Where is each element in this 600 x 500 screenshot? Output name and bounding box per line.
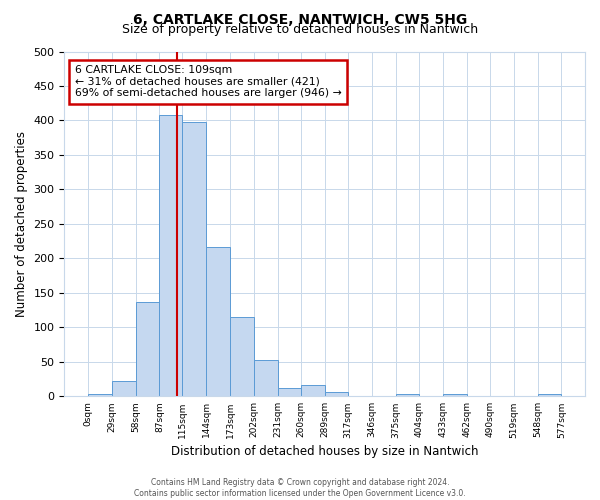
Bar	[278, 388, 301, 396]
Bar	[443, 394, 467, 396]
Text: Contains HM Land Registry data © Crown copyright and database right 2024.
Contai: Contains HM Land Registry data © Crown c…	[134, 478, 466, 498]
Bar	[160, 115, 182, 396]
Bar	[206, 246, 230, 396]
Bar	[182, 122, 206, 396]
Bar	[88, 394, 112, 396]
Bar	[112, 381, 136, 396]
Y-axis label: Number of detached properties: Number of detached properties	[15, 131, 28, 317]
Bar	[254, 360, 278, 396]
Bar	[538, 394, 562, 396]
X-axis label: Distribution of detached houses by size in Nantwich: Distribution of detached houses by size …	[171, 444, 478, 458]
Text: Size of property relative to detached houses in Nantwich: Size of property relative to detached ho…	[122, 22, 478, 36]
Text: 6 CARTLAKE CLOSE: 109sqm
← 31% of detached houses are smaller (421)
69% of semi-: 6 CARTLAKE CLOSE: 109sqm ← 31% of detach…	[75, 66, 341, 98]
Bar	[395, 394, 419, 396]
Bar	[136, 302, 160, 396]
Text: 6, CARTLAKE CLOSE, NANTWICH, CW5 5HG: 6, CARTLAKE CLOSE, NANTWICH, CW5 5HG	[133, 12, 467, 26]
Bar	[325, 392, 348, 396]
Bar	[301, 386, 325, 396]
Bar	[230, 317, 254, 396]
